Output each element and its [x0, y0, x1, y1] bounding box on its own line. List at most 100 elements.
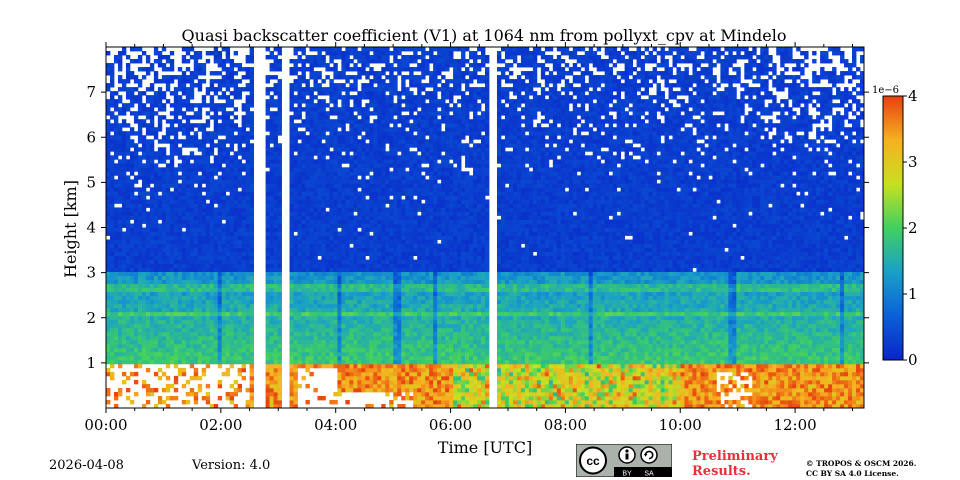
- heatmap-cell: [357, 235, 362, 240]
- heatmap-cell: [361, 327, 366, 333]
- heatmap-cell: [345, 115, 350, 120]
- heatmap-cell: [325, 159, 330, 164]
- heatmap-cell: [353, 275, 358, 281]
- heatmap-cell: [269, 103, 274, 108]
- heatmap-cell: [225, 75, 231, 80]
- heatmap-cell: [117, 123, 123, 128]
- heatmap-cell: [249, 191, 255, 196]
- heatmap-cell: [361, 383, 366, 389]
- heatmap-cell: [365, 231, 370, 236]
- heatmap-cell: [341, 347, 346, 353]
- heatmap-cell: [149, 255, 155, 260]
- heatmap-cell: [221, 223, 227, 228]
- heatmap-cell: [309, 215, 314, 220]
- heatmap-cell: [237, 131, 243, 136]
- heatmap-cell: [377, 199, 382, 204]
- heatmap-cell: [117, 247, 123, 252]
- heatmap-cell: [221, 159, 227, 164]
- heatmap-cell: [353, 99, 358, 104]
- heatmap-cell: [305, 123, 310, 128]
- heatmap-cell: [381, 383, 386, 389]
- heatmap-cell: [289, 275, 294, 281]
- heatmap-cell: [217, 291, 223, 297]
- heatmap-cell: [349, 187, 354, 192]
- heatmap-cell: [317, 71, 322, 76]
- heatmap-cell: [125, 243, 131, 248]
- heatmap-cell: [317, 243, 322, 248]
- heatmap-cell: [213, 303, 219, 309]
- heatmap-cell: [205, 351, 211, 357]
- heatmap-cell: [309, 95, 314, 100]
- heatmap-cell: [237, 243, 243, 248]
- heatmap-cell: [209, 107, 215, 112]
- heatmap-cell: [217, 255, 223, 260]
- heatmap-cell: [181, 343, 187, 349]
- heatmap-cell: [233, 283, 239, 289]
- heatmap-cell: [357, 323, 362, 329]
- heatmap-cell: [361, 387, 366, 393]
- heatmap-cell: [197, 215, 203, 220]
- heatmap-cell: [357, 287, 362, 293]
- heatmap-cell: [381, 163, 386, 168]
- heatmap-cell: [161, 75, 167, 80]
- heatmap-cell: [325, 191, 330, 196]
- heatmap-cell: [125, 143, 131, 148]
- heatmap-cell: [329, 87, 334, 92]
- heatmap-cell: [277, 403, 282, 409]
- heatmap-cell: [181, 303, 187, 309]
- heatmap-cell: [209, 275, 215, 281]
- heatmap-cell: [237, 95, 243, 100]
- heatmap-cell: [329, 171, 334, 176]
- heatmap-cell: [125, 267, 131, 273]
- heatmap-cell: [173, 115, 179, 120]
- heatmap-cell: [329, 143, 334, 148]
- heatmap-cell: [157, 87, 163, 92]
- heatmap-cell: [205, 347, 211, 353]
- heatmap-cell: [385, 179, 390, 184]
- heatmap-cell: [177, 175, 183, 180]
- heatmap-cell: [337, 195, 342, 200]
- heatmap-cell: [289, 383, 294, 389]
- heatmap-cell: [353, 143, 358, 148]
- heatmap-cell: [369, 295, 374, 301]
- heatmap-cell: [197, 123, 203, 128]
- heatmap-cell: [225, 331, 231, 337]
- heatmap-cell: [333, 339, 338, 345]
- heatmap-cell: [193, 355, 199, 361]
- heatmap-cell: [181, 195, 187, 200]
- heatmap-cell: [129, 331, 135, 337]
- heatmap-cell: [369, 303, 374, 309]
- heatmap-cell: [217, 323, 223, 329]
- heatmap-cell: [213, 47, 219, 52]
- heatmap-cell: [297, 167, 302, 172]
- heatmap-cell: [361, 199, 366, 204]
- heatmap-cell: [237, 267, 243, 273]
- heatmap-cell: [293, 319, 298, 325]
- heatmap-cell: [201, 319, 207, 325]
- heatmap-cell: [333, 231, 338, 236]
- heatmap-cell: [277, 343, 282, 349]
- heatmap-cell: [201, 323, 207, 329]
- heatmap-cell: [341, 371, 346, 377]
- heatmap-cell: [337, 187, 342, 192]
- heatmap-cell: [389, 211, 394, 216]
- heatmap-cell: [265, 179, 270, 184]
- heatmap-cell: [317, 171, 322, 176]
- heatmap-cell: [133, 351, 139, 357]
- heatmap-cell: [225, 391, 231, 397]
- heatmap-cell: [345, 139, 350, 144]
- heatmap-cell: [377, 239, 382, 244]
- heatmap-cell: [181, 175, 187, 180]
- heatmap-cell: [137, 211, 143, 216]
- heatmap-cell: [213, 91, 219, 96]
- heatmap-cell: [373, 299, 378, 305]
- heatmap-cell: [109, 291, 115, 297]
- heatmap-cell: [309, 283, 314, 289]
- heatmap-cell: [289, 147, 294, 152]
- heatmap-cell: [365, 355, 370, 361]
- heatmap-cell: [121, 351, 127, 357]
- heatmap-cell: [173, 355, 179, 361]
- heatmap-cell: [325, 163, 330, 168]
- heatmap-cell: [325, 135, 330, 140]
- heatmap-cell: [293, 275, 298, 281]
